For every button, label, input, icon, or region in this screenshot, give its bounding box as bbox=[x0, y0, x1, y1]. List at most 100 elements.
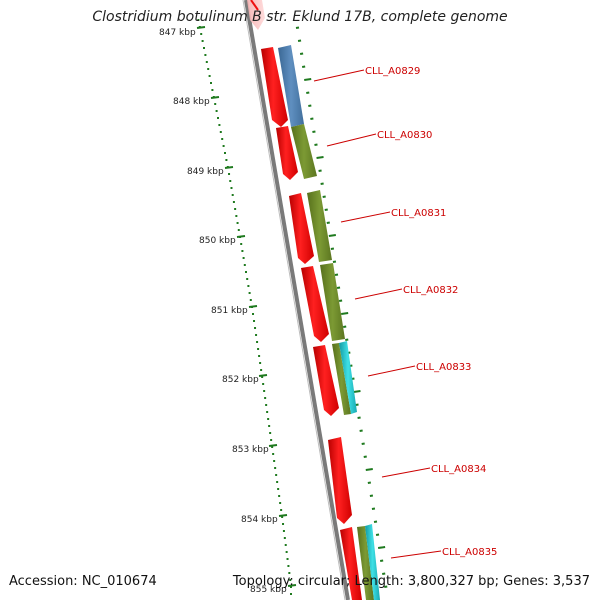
cog-block-0835-cyan bbox=[365, 524, 380, 600]
scale-dot bbox=[281, 516, 284, 518]
outer-tick bbox=[369, 494, 374, 497]
outer-tick bbox=[379, 559, 384, 562]
scale-dot bbox=[266, 411, 269, 413]
scale-dot bbox=[272, 453, 275, 455]
scale-dot bbox=[208, 75, 211, 77]
cog-block-0833-cyan bbox=[339, 341, 357, 414]
cog-block-0832 bbox=[320, 263, 345, 341]
topology-text: Topology: circular; Length: 3,800,327 bp… bbox=[232, 574, 590, 589]
scale-dot bbox=[285, 551, 288, 553]
outer-tick bbox=[322, 195, 326, 198]
outer-tick bbox=[318, 169, 322, 172]
scale-dot bbox=[284, 544, 287, 546]
map-title: Clostridium botulinum B str. Eklund 17B,… bbox=[92, 9, 508, 25]
scale-dot bbox=[273, 460, 276, 462]
scale-major-tick bbox=[248, 305, 258, 308]
scale-dot bbox=[211, 89, 214, 91]
outer-tick bbox=[382, 572, 386, 575]
outer-tick bbox=[297, 39, 302, 42]
scale-label-855: 855 kbp bbox=[250, 585, 287, 595]
scale-dot bbox=[290, 586, 292, 588]
scale-dot bbox=[265, 404, 268, 406]
outer-tick bbox=[361, 442, 365, 445]
outer-tick bbox=[332, 260, 337, 263]
outer-tick bbox=[359, 429, 363, 432]
scale-dot bbox=[246, 278, 249, 280]
outer-tick bbox=[324, 208, 328, 211]
outer-tick bbox=[375, 533, 380, 536]
cog-block-0830 bbox=[291, 124, 317, 179]
cds-feature-0832 bbox=[301, 266, 329, 342]
outer-tick bbox=[314, 143, 318, 146]
outer-tick bbox=[304, 78, 312, 81]
scale-dot bbox=[245, 271, 247, 273]
gene-label-0834[interactable]: CLL_A0834 bbox=[431, 464, 486, 475]
scale-dot bbox=[253, 320, 256, 322]
scale-major-tick bbox=[268, 444, 278, 447]
scale-major-tick bbox=[210, 96, 220, 99]
scale-dot bbox=[290, 593, 292, 595]
scale-major-tick bbox=[287, 584, 297, 587]
gene-label-0831[interactable]: CLL_A0831 bbox=[391, 208, 446, 219]
scale-dot bbox=[203, 47, 205, 49]
scale-dot bbox=[269, 432, 272, 434]
outer-tick bbox=[312, 130, 316, 133]
cds-feature-partial bbox=[247, 0, 265, 30]
scale-dot bbox=[204, 54, 207, 56]
scale-dot bbox=[240, 243, 243, 245]
outer-tick bbox=[316, 156, 324, 159]
outer-tick bbox=[328, 234, 336, 237]
outer-tick bbox=[353, 390, 361, 393]
scale-dot bbox=[232, 201, 235, 203]
scale-dot bbox=[278, 495, 281, 497]
scale-major-tick bbox=[278, 514, 288, 517]
scale-major-tick bbox=[196, 26, 206, 29]
gene-label-0835[interactable]: CLL_A0835 bbox=[442, 547, 497, 558]
scale-track bbox=[196, 19, 297, 595]
cds-feature-0833 bbox=[313, 345, 339, 416]
gene-label-0833[interactable]: CLL_A0833 bbox=[416, 362, 471, 373]
scale-dot bbox=[235, 215, 238, 217]
scale-dot bbox=[270, 439, 273, 441]
scale-dot bbox=[229, 180, 232, 182]
outer-tick bbox=[384, 585, 388, 588]
gene-label-0829[interactable]: CLL_A0829 bbox=[365, 66, 420, 77]
scale-major-tick bbox=[224, 166, 234, 169]
gene-label-0830[interactable]: CLL_A0830 bbox=[377, 130, 432, 141]
scale-dot bbox=[200, 33, 203, 35]
scale-dot bbox=[288, 572, 291, 574]
cds-feature-0834 bbox=[328, 437, 352, 524]
scale-dot bbox=[231, 194, 234, 196]
outer-tick bbox=[357, 416, 361, 419]
outer-tick bbox=[330, 247, 335, 250]
scale-dot bbox=[287, 565, 290, 567]
outer-tick bbox=[310, 117, 314, 120]
scale-dot bbox=[197, 19, 200, 21]
scale-dot bbox=[289, 579, 292, 581]
scale-dot bbox=[236, 222, 239, 224]
scale-label-852: 852 kbp bbox=[222, 375, 259, 385]
scale-dot bbox=[243, 264, 246, 266]
scale-dot bbox=[242, 257, 245, 259]
scale-dot bbox=[257, 348, 260, 350]
scale-label-850: 850 kbp bbox=[199, 236, 236, 246]
scale-dot bbox=[252, 313, 255, 315]
scale-dot bbox=[230, 187, 233, 189]
scale-dot bbox=[248, 292, 251, 294]
scale-dot bbox=[277, 488, 280, 490]
cog-block-0831 bbox=[307, 190, 332, 262]
gene-label-0832[interactable]: CLL_A0832 bbox=[403, 285, 458, 296]
feature-track bbox=[247, 0, 380, 600]
scale-dot bbox=[263, 390, 266, 392]
cog-block-0833-olive bbox=[332, 343, 351, 415]
outer-tick bbox=[371, 507, 376, 510]
scale-dot bbox=[280, 509, 283, 511]
scale-dot bbox=[268, 425, 271, 427]
scale-major-tick bbox=[236, 235, 246, 238]
scale-dot bbox=[218, 124, 221, 126]
outer-tick bbox=[377, 546, 386, 549]
scale-dot bbox=[207, 68, 210, 70]
scale-dot bbox=[274, 467, 277, 469]
genome-backbone bbox=[244, 0, 350, 600]
